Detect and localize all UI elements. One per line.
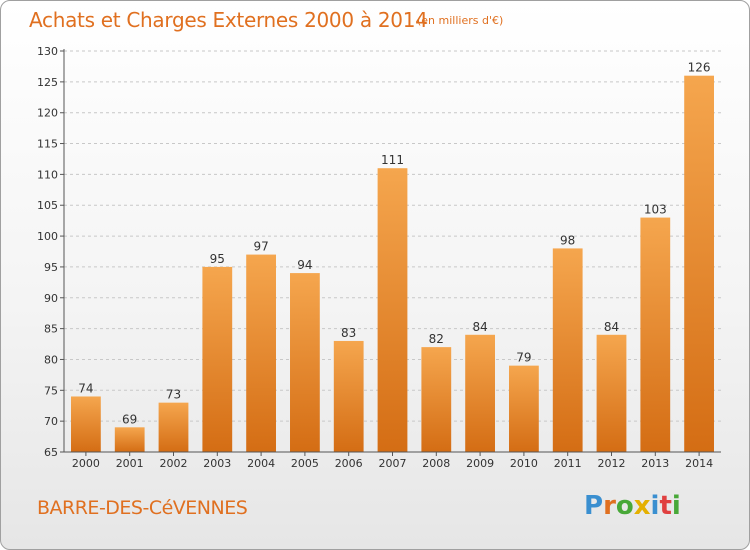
y-tick-label: 95: [44, 261, 58, 274]
y-tick-label: 70: [44, 415, 58, 428]
y-tick-label: 115: [37, 138, 58, 151]
y-tick-label: 100: [37, 230, 58, 243]
bar-2003: [202, 266, 233, 452]
logo-letter: P: [584, 491, 604, 521]
logo-letter: x: [633, 491, 651, 521]
y-tick-label: 125: [37, 76, 58, 89]
bar-2008: [421, 347, 452, 452]
bar-2001: [114, 427, 145, 452]
logo-letter: i: [650, 491, 660, 521]
y-tick-label: 80: [44, 353, 58, 366]
logo-letter: r: [603, 491, 616, 521]
bar-2002: [158, 402, 189, 452]
y-tick-label: 90: [44, 292, 58, 305]
data-label-2002: 73: [166, 388, 181, 402]
x-tick-label-2006: 2006: [335, 457, 363, 470]
data-label-2000: 74: [78, 381, 93, 395]
bar-2007: [377, 168, 408, 452]
y-tick-label: 105: [37, 199, 58, 212]
x-tick-label-2011: 2011: [554, 457, 582, 470]
data-label-2014: 126: [688, 61, 711, 75]
logo-letter: t: [659, 491, 672, 521]
bar-2000: [71, 396, 101, 452]
data-label-2003: 95: [210, 252, 225, 266]
data-label-2006: 83: [341, 326, 356, 340]
data-label-2001: 69: [122, 412, 137, 426]
x-tick-label-2007: 2007: [379, 457, 407, 470]
x-tick-label-2000: 2000: [72, 457, 100, 470]
x-tick-label-2008: 2008: [422, 457, 450, 470]
y-tick-label: 110: [37, 168, 58, 181]
data-label-2011: 98: [560, 233, 575, 247]
chart-title: Achats et Charges Externes 2000 à 2014: [29, 8, 428, 32]
x-tick-label-2010: 2010: [510, 457, 538, 470]
y-tick-label: 120: [37, 107, 58, 120]
bar-2005: [290, 273, 320, 452]
bar-2013: [640, 217, 671, 452]
x-tick-label-2009: 2009: [466, 457, 494, 470]
x-tick-label-2012: 2012: [598, 457, 626, 470]
x-tick-label-2005: 2005: [291, 457, 319, 470]
y-tick-label: 130: [37, 45, 58, 58]
logo-letter: o: [615, 491, 634, 521]
bar-2004: [246, 254, 276, 452]
proxiti-logo: Proxiti: [584, 491, 681, 521]
bar-2014: [684, 75, 714, 452]
y-tick-label: 75: [44, 384, 58, 397]
data-label-2012: 84: [604, 320, 619, 334]
x-tick-label-2002: 2002: [160, 457, 188, 470]
y-tick-label: 65: [44, 446, 58, 459]
x-tick-label-2013: 2013: [641, 457, 669, 470]
chart-subtitle: (en milliers d'€): [417, 14, 504, 27]
bar-2010: [509, 365, 539, 452]
data-label-2013: 103: [644, 203, 667, 217]
data-label-2010: 79: [516, 351, 531, 365]
x-tick-label-2014: 2014: [685, 457, 713, 470]
data-label-2009: 84: [472, 320, 487, 334]
x-tick-label-2001: 2001: [116, 457, 144, 470]
x-tick-label-2004: 2004: [247, 457, 275, 470]
data-label-2004: 97: [253, 240, 268, 254]
data-label-2007: 111: [381, 153, 404, 167]
logo-letter: i: [671, 491, 681, 521]
bar-2011: [552, 248, 583, 452]
data-label-2008: 82: [429, 332, 444, 346]
bar-2006: [333, 340, 364, 452]
data-label-2005: 94: [297, 258, 312, 272]
y-tick-label: 85: [44, 323, 58, 336]
bar-2012: [596, 334, 627, 452]
x-tick-label-2003: 2003: [203, 457, 231, 470]
commune-name: BARRE-DES-CéVENNES: [37, 497, 248, 519]
bar-2009: [465, 334, 495, 452]
